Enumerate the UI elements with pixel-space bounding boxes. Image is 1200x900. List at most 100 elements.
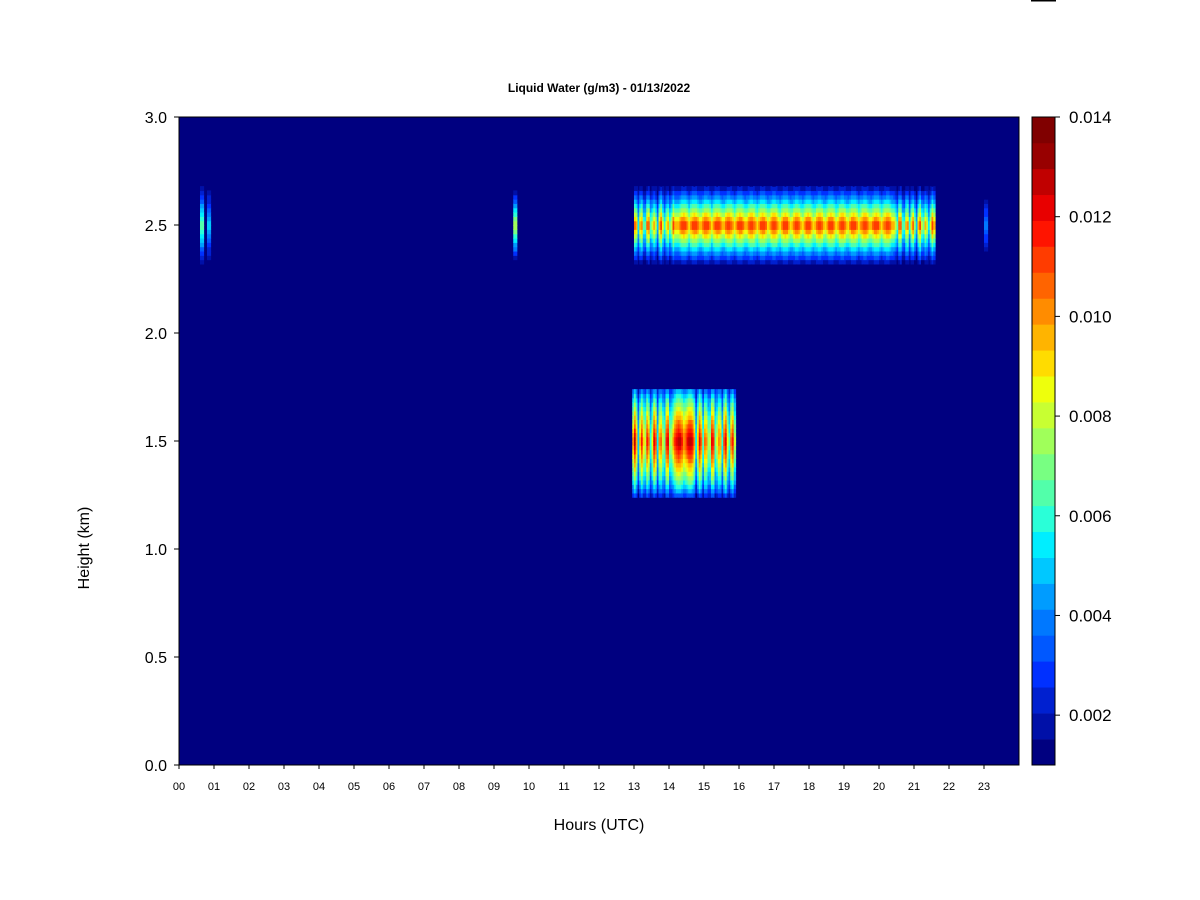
heatmap-cell <box>207 246 210 252</box>
x-tick-label: 04 <box>313 781 325 793</box>
heatmap-cell <box>672 255 675 261</box>
heatmap-cell <box>684 462 688 468</box>
heatmap-cell <box>828 190 831 196</box>
heatmap-cell <box>642 492 646 498</box>
heatmap-cell <box>716 216 719 222</box>
heatmap-cell <box>208 233 212 239</box>
heatmap-cell <box>786 229 789 235</box>
heatmap-cell <box>865 229 868 235</box>
heatmap-cell <box>711 250 714 256</box>
heatmap-cell <box>649 492 653 498</box>
heatmap-cell <box>674 250 677 256</box>
heatmap-cell <box>641 186 644 192</box>
heatmap-cell <box>681 207 684 213</box>
heatmap-cell <box>632 445 635 451</box>
heatmap-cell <box>877 194 880 200</box>
heatmap-cell <box>926 225 929 230</box>
heatmap-cell <box>637 462 640 468</box>
heatmap-cell <box>655 492 658 498</box>
heatmap-cell <box>739 237 742 243</box>
heatmap-cell <box>653 402 656 408</box>
heatmap-cell <box>828 220 831 226</box>
heatmap-cell <box>660 445 663 451</box>
heatmap-cell <box>207 203 210 209</box>
heatmap-cell <box>684 484 688 490</box>
heatmap-cell <box>695 246 698 252</box>
heatmap-cell <box>665 488 668 494</box>
heatmap-cell <box>718 402 721 408</box>
heatmap-cell <box>891 207 894 213</box>
heatmap-cell <box>663 212 667 217</box>
heatmap-cell <box>702 225 705 230</box>
heatmap-cell <box>656 445 660 451</box>
heatmap-cell <box>702 207 705 213</box>
heatmap-cell <box>656 410 660 416</box>
heatmap-cell <box>646 488 649 494</box>
heatmap-cell <box>984 237 987 243</box>
heatmap-cell <box>667 199 670 204</box>
heatmap-cell <box>753 255 756 261</box>
heatmap-cell <box>781 242 784 248</box>
heatmap-cell <box>705 419 709 425</box>
heatmap-cell <box>208 194 212 200</box>
heatmap-cell <box>740 246 744 252</box>
colorbar-segment <box>1032 479 1055 507</box>
heatmap-cell <box>730 492 733 498</box>
heatmap-cell <box>721 246 724 252</box>
heatmap-cell <box>868 190 871 196</box>
heatmap-cell <box>726 406 730 412</box>
heatmap-cell <box>670 246 674 252</box>
heatmap-cell <box>705 466 709 472</box>
heatmap-cell <box>683 220 686 226</box>
heatmap-cell <box>719 212 723 217</box>
heatmap-cell <box>718 484 721 490</box>
heatmap-cell <box>641 203 644 209</box>
heatmap-cell <box>718 250 721 256</box>
heatmap-cell <box>655 259 658 265</box>
heatmap-cell <box>921 225 924 230</box>
heatmap-cell <box>863 229 866 235</box>
heatmap-cell <box>894 212 898 217</box>
heatmap-cell <box>719 479 723 485</box>
heatmap-cell <box>662 203 665 209</box>
heatmap-cell <box>712 225 716 230</box>
heatmap-cell <box>653 462 656 468</box>
heatmap-cell <box>639 199 642 204</box>
heatmap-cell <box>884 242 887 248</box>
heatmap-cell <box>754 207 758 213</box>
heatmap-cell <box>751 237 754 243</box>
heatmap-cell <box>817 190 821 196</box>
heatmap-cell <box>635 207 639 213</box>
heatmap-cell <box>702 445 705 451</box>
heatmap-cell <box>886 212 889 217</box>
heatmap-cell <box>702 428 705 433</box>
heatmap-cell <box>660 419 663 425</box>
heatmap-cell <box>924 242 927 248</box>
heatmap-cell <box>791 186 794 192</box>
heatmap-cell <box>690 207 693 213</box>
heatmap-cell <box>928 220 931 226</box>
heatmap-cell <box>779 186 782 192</box>
heatmap-cell <box>667 479 670 485</box>
heatmap-cell <box>838 199 842 204</box>
heatmap-cell <box>702 458 705 464</box>
heatmap-cell <box>779 190 782 196</box>
heatmap-cell <box>646 402 649 408</box>
heatmap-cell <box>737 229 740 235</box>
heatmap-cell <box>672 199 675 204</box>
heatmap-cell <box>662 402 665 408</box>
heatmap-cell <box>662 445 665 451</box>
heatmap-cell <box>658 194 661 200</box>
heatmap-cell <box>716 389 719 395</box>
heatmap-cell <box>830 255 833 261</box>
heatmap-cell <box>802 212 805 217</box>
heatmap-cell <box>707 190 710 196</box>
heatmap-cell <box>851 216 854 222</box>
heatmap-cell <box>653 194 656 200</box>
heatmap-cell <box>718 488 721 494</box>
heatmap-cell <box>644 423 647 429</box>
heatmap-cell <box>663 233 667 239</box>
heatmap-cell <box>634 237 637 243</box>
heatmap-cell <box>719 462 723 468</box>
heatmap-cell <box>683 389 686 395</box>
